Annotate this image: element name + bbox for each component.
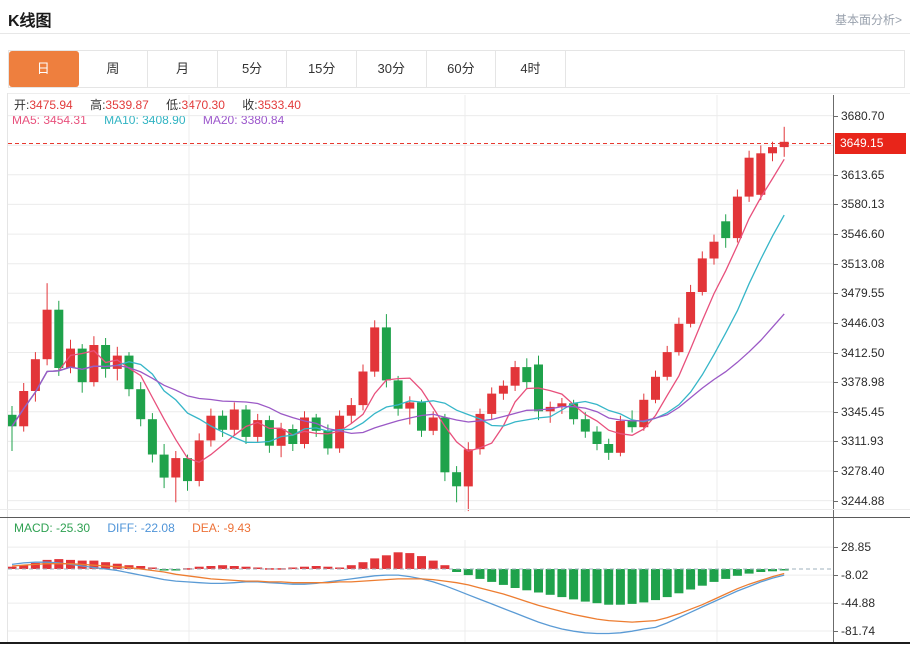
plot-top-border bbox=[7, 93, 910, 94]
interval-tab-2[interactable]: 月 bbox=[148, 51, 218, 87]
price-tick: 3580.13 bbox=[833, 196, 884, 212]
price-axis-line bbox=[833, 95, 834, 643]
ma10-label: MA10: bbox=[104, 113, 139, 127]
price-tick: 3680.70 bbox=[833, 108, 884, 124]
price-tick: 3345.45 bbox=[833, 404, 884, 420]
macd-axis: 28.85 -8.02 -44.88 -81.74 bbox=[833, 540, 910, 643]
interval-tabs: 日周月 5分 15分 30分 60分 4时 bbox=[8, 50, 905, 88]
macd-tick: -8.02 bbox=[833, 567, 868, 583]
interval-tab-7[interactable]: 4时 bbox=[496, 51, 566, 87]
low-value: 3470.30 bbox=[181, 98, 225, 112]
price-tick: 3546.60 bbox=[833, 226, 884, 242]
interval-tab-3[interactable]: 5分 bbox=[217, 51, 288, 87]
macd-svg bbox=[7, 540, 833, 643]
price-tick: 3513.08 bbox=[833, 256, 884, 272]
macd-tick: 28.85 bbox=[833, 539, 871, 555]
ma5-value: 3454.31 bbox=[43, 113, 87, 127]
dea-value: -9.43 bbox=[223, 521, 251, 535]
price-tick: 3446.03 bbox=[833, 315, 884, 331]
price-tick: 3311.93 bbox=[833, 433, 884, 449]
macd-tick: -44.88 bbox=[833, 595, 875, 611]
fundamental-analysis-link[interactable]: 基本面分析> bbox=[834, 13, 902, 27]
close-value: 3533.40 bbox=[257, 98, 301, 112]
bottom-border bbox=[0, 642, 910, 644]
ohlc-info-row: 开:3475.94 高:3539.87 低:3470.30 收:3533.40 bbox=[14, 96, 315, 113]
macd-label: MACD: bbox=[14, 521, 53, 535]
close-label: 收: bbox=[242, 98, 258, 112]
high-label: 高: bbox=[90, 98, 106, 112]
price-tick: 3278.40 bbox=[833, 463, 884, 479]
diff-value: -22.08 bbox=[140, 521, 175, 535]
page-title: K线图 bbox=[8, 13, 52, 30]
open-value: 3475.94 bbox=[29, 98, 73, 112]
diff-label: DIFF: bbox=[107, 521, 138, 535]
macd-info-row: MACD: -25.30 DIFF: -22.08 DEA: -9.43 bbox=[14, 521, 251, 535]
price-tick: 3378.98 bbox=[833, 374, 884, 390]
ma10-value: 3408.90 bbox=[142, 113, 186, 127]
macd-tick: -81.74 bbox=[833, 623, 875, 639]
interval-tab-0[interactable]: 日 bbox=[9, 51, 79, 87]
price-tick: 3613.65 bbox=[833, 167, 884, 183]
price-tick: 3479.55 bbox=[833, 285, 884, 301]
interval-tab-5[interactable]: 30分 bbox=[356, 51, 427, 87]
macd-chart[interactable] bbox=[7, 540, 833, 643]
price-axis: 3680.70 3613.65 3580.13 3546.60 3513.08 3479.… bbox=[833, 95, 910, 512]
candlestick-svg bbox=[7, 95, 833, 512]
interval-tab-4[interactable]: 15分 bbox=[287, 51, 357, 87]
ma20-label: MA20: bbox=[202, 113, 238, 127]
ma20-value: 3380.84 bbox=[240, 113, 285, 127]
ma-info-row: MA5: 3454.31 MA10: 3408.90 MA20: 3380.84 bbox=[12, 113, 284, 127]
ma5-label: MA5: bbox=[12, 113, 41, 127]
current-price-badge: 3649.15 bbox=[835, 133, 906, 154]
macd-value: -25.30 bbox=[56, 521, 91, 535]
open-label: 开: bbox=[14, 98, 30, 112]
price-tick: 3244.88 bbox=[833, 493, 884, 509]
dea-label: DEA: bbox=[192, 521, 221, 535]
high-value: 3539.87 bbox=[105, 98, 149, 112]
panel-separator-light bbox=[0, 509, 910, 510]
plot-left-border bbox=[7, 93, 8, 643]
low-label: 低: bbox=[166, 98, 182, 112]
candlestick-chart[interactable] bbox=[7, 95, 833, 512]
header-divider bbox=[0, 33, 910, 34]
interval-tab-6[interactable]: 60分 bbox=[426, 51, 497, 87]
interval-tab-1[interactable]: 周 bbox=[78, 51, 149, 87]
price-tick: 3412.50 bbox=[833, 345, 884, 361]
panel-separator-dark bbox=[0, 517, 910, 518]
